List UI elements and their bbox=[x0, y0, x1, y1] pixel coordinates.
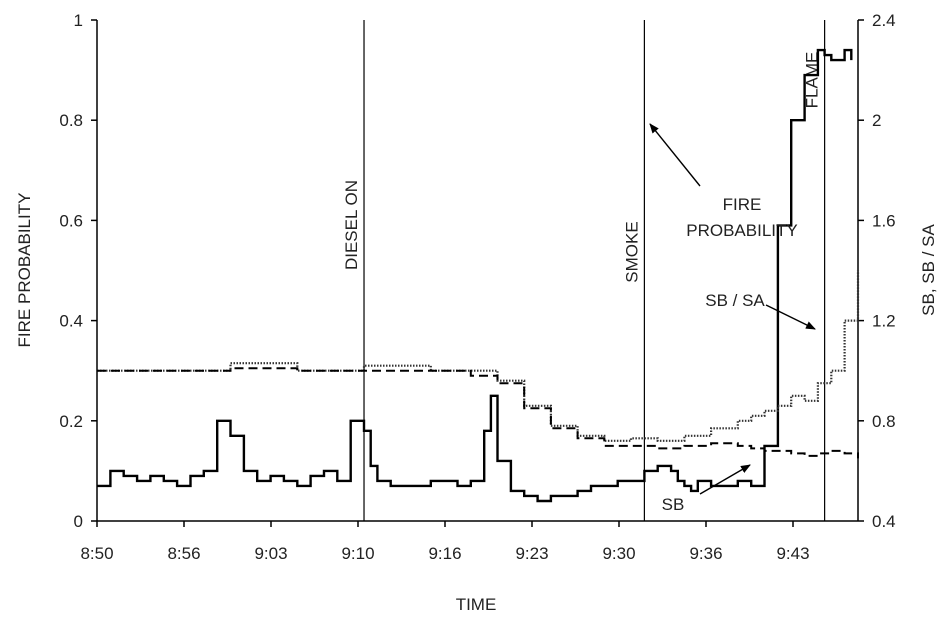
series-lines bbox=[97, 48, 860, 503]
y2-axis-ticks: 0.4 0.8 1.2 1.6 2 2.4 bbox=[858, 11, 896, 531]
series-line-sb bbox=[97, 367, 859, 459]
annotation-arrow bbox=[765, 304, 816, 330]
event-label: DIESEL ON bbox=[342, 180, 361, 270]
x-tick-label: 9:16 bbox=[428, 544, 461, 563]
x-tick-label: 9:36 bbox=[689, 544, 722, 563]
x-tick-label: 9:10 bbox=[341, 544, 374, 563]
annotation-arrow bbox=[649, 123, 701, 187]
annotation-label: SB bbox=[662, 495, 685, 514]
y2-axis-title: SB, SB / SA bbox=[919, 224, 938, 316]
y2-tick-label: 1.2 bbox=[872, 312, 896, 331]
x-tick-label: 8:56 bbox=[167, 544, 200, 563]
y-tick-label: 0.2 bbox=[59, 412, 83, 431]
y-tick-label: 0 bbox=[74, 512, 83, 531]
annotation-label: SB / SA bbox=[705, 291, 765, 310]
x-axis-title: TIME bbox=[456, 595, 497, 614]
x-tick-label: 9:23 bbox=[515, 544, 548, 563]
y-axis-ticks: 0 0.2 0.4 0.6 0.8 1 bbox=[59, 11, 97, 531]
y2-tick-label: 1.6 bbox=[872, 211, 896, 230]
annotation-label: PROBABILITY bbox=[686, 221, 797, 240]
series-line-sb-sa bbox=[97, 270, 860, 442]
x-tick-label: 9:03 bbox=[254, 544, 287, 563]
x-tick-label: 9:30 bbox=[602, 544, 635, 563]
x-tick-label: 8:50 bbox=[80, 544, 113, 563]
y-tick-label: 1 bbox=[74, 11, 83, 30]
y2-tick-label: 2.4 bbox=[872, 11, 896, 30]
annotations: FIRE PROBABILITY SB / SA SB bbox=[649, 123, 816, 514]
x-tick-label: 9:43 bbox=[776, 544, 809, 563]
annotation-arrow bbox=[699, 464, 751, 495]
y-tick-label: 0.6 bbox=[59, 211, 83, 230]
series-line-fire-probability bbox=[97, 48, 853, 503]
x-axis-ticks: 8:50 8:56 9:03 9:10 9:16 9:23 9:30 9:36 9:43 bbox=[80, 521, 810, 563]
y-tick-label: 0.4 bbox=[59, 312, 83, 331]
y2-tick-label: 2 bbox=[872, 111, 881, 130]
y2-tick-label: 0.8 bbox=[872, 412, 896, 431]
y2-tick-label: 0.4 bbox=[872, 512, 896, 531]
y-axis-title: FIRE PROBABILITY bbox=[15, 193, 34, 348]
annotation-label: FIRE bbox=[723, 195, 762, 214]
y-tick-label: 0.8 bbox=[59, 111, 83, 130]
event-label: SMOKE bbox=[622, 221, 641, 282]
